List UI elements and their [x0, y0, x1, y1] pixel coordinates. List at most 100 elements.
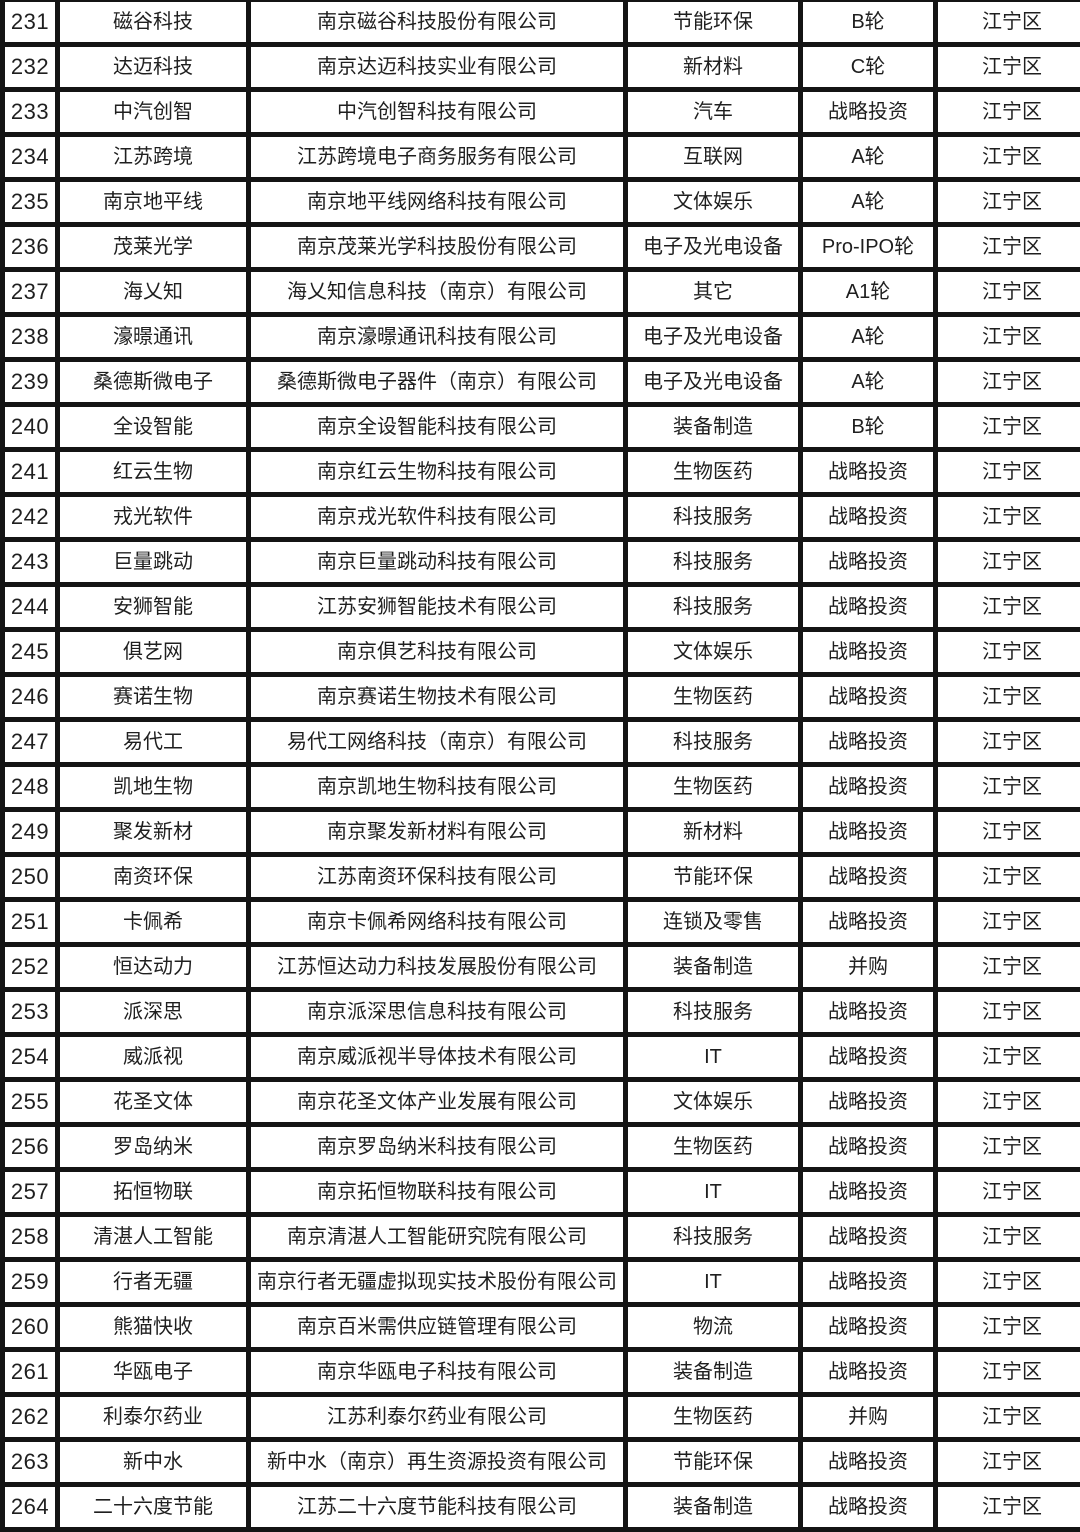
- company-full-name-cell: 南京派深思信息科技有限公司: [251, 992, 623, 1032]
- company-full-name-cell: 江苏跨境电子商务服务有限公司: [251, 137, 623, 177]
- row-number-cell: 241: [5, 452, 55, 492]
- industry-cell: 文体娱乐: [628, 632, 798, 672]
- company-short-name-cell: 新中水: [60, 1442, 246, 1482]
- company-short-name-cell: 安狮智能: [60, 587, 246, 627]
- industry-cell: 科技服务: [628, 992, 798, 1032]
- industry-cell: 文体娱乐: [628, 182, 798, 222]
- company-full-name-cell: 南京磁谷科技股份有限公司: [251, 2, 623, 42]
- row-number-cell: 264: [5, 1487, 55, 1527]
- funding-round-cell: 战略投资: [803, 812, 933, 852]
- row-number-cell: 259: [5, 1262, 55, 1302]
- district-cell: 江宁区: [938, 92, 1080, 132]
- company-short-name-cell: 桑德斯微电子: [60, 362, 246, 402]
- row-number-cell: 250: [5, 857, 55, 897]
- district-cell: 江宁区: [938, 1127, 1080, 1167]
- row-number-cell: 251: [5, 902, 55, 942]
- industry-cell: 新材料: [628, 812, 798, 852]
- district-cell: 江宁区: [938, 227, 1080, 267]
- row-number-cell: 257: [5, 1172, 55, 1212]
- company-short-name-cell: 卡佩希: [60, 902, 246, 942]
- industry-cell: 科技服务: [628, 722, 798, 762]
- funding-round-cell: 战略投资: [803, 1307, 933, 1347]
- industry-cell: 连锁及零售: [628, 902, 798, 942]
- company-short-name-cell: 利泰尔药业: [60, 1397, 246, 1437]
- funding-round-cell: Pro-IPO轮: [803, 227, 933, 267]
- funding-round-cell: 并购: [803, 947, 933, 987]
- row-number-cell: 261: [5, 1352, 55, 1392]
- company-short-name-cell: 戎光软件: [60, 497, 246, 537]
- company-short-name-cell: 全设智能: [60, 407, 246, 447]
- company-full-name-cell: 海乂知信息科技（南京）有限公司: [251, 272, 623, 312]
- industry-cell: 装备制造: [628, 1487, 798, 1527]
- district-cell: 江宁区: [938, 992, 1080, 1032]
- industry-cell: 科技服务: [628, 587, 798, 627]
- district-cell: 江宁区: [938, 2, 1080, 42]
- district-cell: 江宁区: [938, 767, 1080, 807]
- row-number-cell: 242: [5, 497, 55, 537]
- row-number-cell: 245: [5, 632, 55, 672]
- company-short-name-cell: 拓恒物联: [60, 1172, 246, 1212]
- district-cell: 江宁区: [938, 317, 1080, 357]
- company-full-name-cell: 江苏二十六度节能科技有限公司: [251, 1487, 623, 1527]
- funding-round-cell: 战略投资: [803, 92, 933, 132]
- company-short-name-cell: 江苏跨境: [60, 137, 246, 177]
- district-cell: 江宁区: [938, 632, 1080, 672]
- company-full-name-cell: 南京濠暻通讯科技有限公司: [251, 317, 623, 357]
- funding-round-cell: 战略投资: [803, 677, 933, 717]
- company-full-name-cell: 江苏恒达动力科技发展股份有限公司: [251, 947, 623, 987]
- district-cell: 江宁区: [938, 902, 1080, 942]
- company-full-name-cell: 南京华瓯电子科技有限公司: [251, 1352, 623, 1392]
- company-full-name-cell: 桑德斯微电子器件（南京）有限公司: [251, 362, 623, 402]
- company-short-name-cell: 南京地平线: [60, 182, 246, 222]
- company-short-name-cell: 海乂知: [60, 272, 246, 312]
- company-full-name-cell: 南京茂莱光学科技股份有限公司: [251, 227, 623, 267]
- company-short-name-cell: 花圣文体: [60, 1082, 246, 1122]
- company-short-name-cell: 威派视: [60, 1037, 246, 1077]
- row-number-cell: 262: [5, 1397, 55, 1437]
- industry-cell: 其它: [628, 272, 798, 312]
- funding-round-cell: 战略投资: [803, 1487, 933, 1527]
- company-short-name-cell: 恒达动力: [60, 947, 246, 987]
- funding-round-cell: A轮: [803, 137, 933, 177]
- industry-cell: 节能环保: [628, 1442, 798, 1482]
- district-cell: 江宁区: [938, 857, 1080, 897]
- company-full-name-cell: 南京拓恒物联科技有限公司: [251, 1172, 623, 1212]
- funding-round-cell: C轮: [803, 47, 933, 87]
- funding-round-cell: 战略投资: [803, 1262, 933, 1302]
- industry-cell: IT: [628, 1037, 798, 1077]
- row-number-cell: 249: [5, 812, 55, 852]
- industry-cell: 互联网: [628, 137, 798, 177]
- district-cell: 江宁区: [938, 1082, 1080, 1122]
- funding-round-cell: B轮: [803, 407, 933, 447]
- funding-round-cell: 战略投资: [803, 1172, 933, 1212]
- funding-round-cell: A轮: [803, 182, 933, 222]
- row-number-cell: 263: [5, 1442, 55, 1482]
- row-number-cell: 256: [5, 1127, 55, 1167]
- company-full-name-cell: 江苏南资环保科技有限公司: [251, 857, 623, 897]
- company-short-name-cell: 达迈科技: [60, 47, 246, 87]
- row-number-cell: 255: [5, 1082, 55, 1122]
- row-number-cell: 244: [5, 587, 55, 627]
- row-number-cell: 248: [5, 767, 55, 807]
- district-cell: 江宁区: [938, 362, 1080, 402]
- district-cell: 江宁区: [938, 1352, 1080, 1392]
- company-full-name-cell: 江苏安狮智能技术有限公司: [251, 587, 623, 627]
- funding-round-cell: 并购: [803, 1397, 933, 1437]
- company-short-name-cell: 南资环保: [60, 857, 246, 897]
- industry-cell: 电子及光电设备: [628, 317, 798, 357]
- district-cell: 江宁区: [938, 542, 1080, 582]
- district-cell: 江宁区: [938, 1037, 1080, 1077]
- funding-round-cell: 战略投资: [803, 992, 933, 1032]
- company-short-name-cell: 赛诺生物: [60, 677, 246, 717]
- industry-cell: 生物医药: [628, 677, 798, 717]
- industry-cell: 电子及光电设备: [628, 362, 798, 402]
- company-short-name-cell: 熊猫快收: [60, 1307, 246, 1347]
- company-short-name-cell: 红云生物: [60, 452, 246, 492]
- company-short-name-cell: 磁谷科技: [60, 2, 246, 42]
- company-short-name-cell: 茂莱光学: [60, 227, 246, 267]
- company-full-name-cell: 南京凯地生物科技有限公司: [251, 767, 623, 807]
- district-cell: 江宁区: [938, 1442, 1080, 1482]
- company-full-name-cell: 新中水（南京）再生资源投资有限公司: [251, 1442, 623, 1482]
- company-full-name-cell: 南京达迈科技实业有限公司: [251, 47, 623, 87]
